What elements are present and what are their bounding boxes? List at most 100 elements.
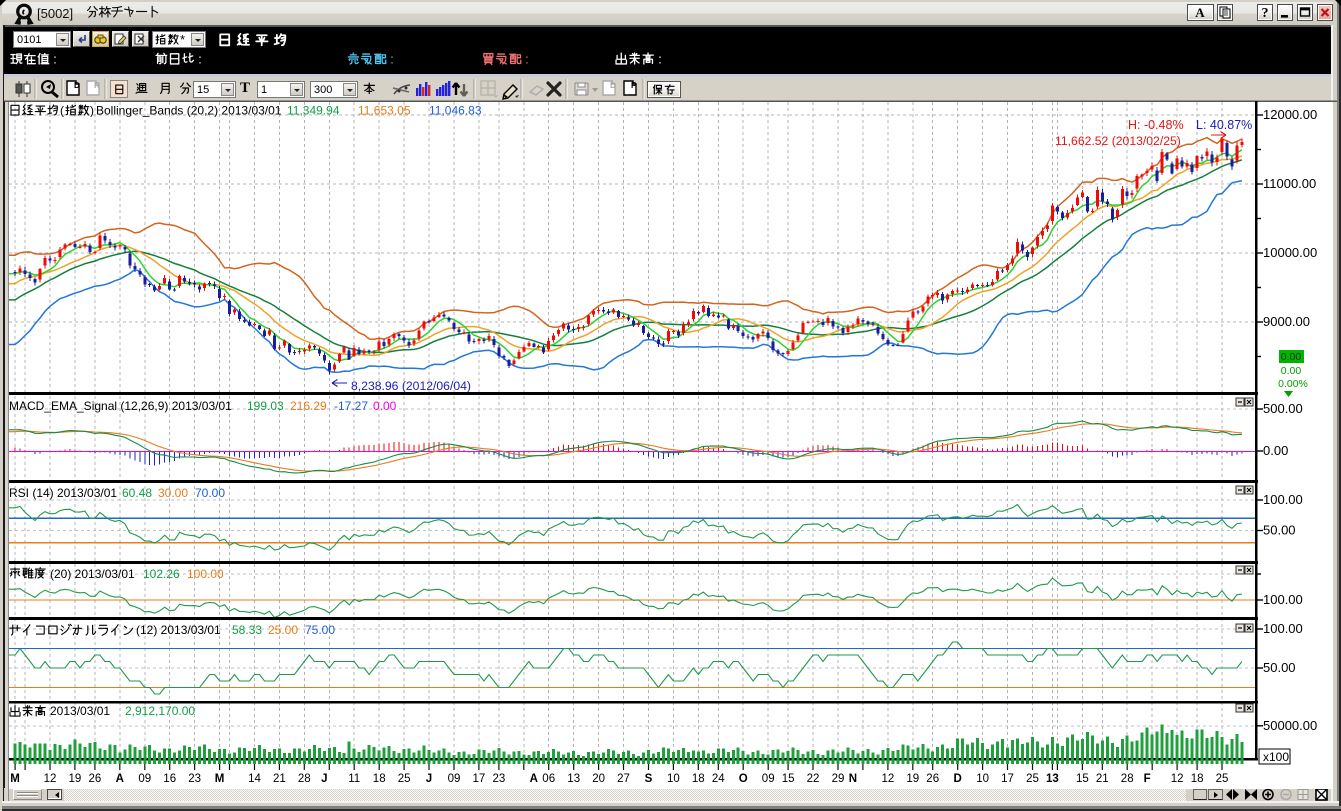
svg-text:19: 19 bbox=[69, 773, 82, 785]
svg-text:26: 26 bbox=[89, 773, 102, 785]
svg-text:100.00: 100.00 bbox=[1263, 621, 1303, 636]
svg-text:18: 18 bbox=[692, 773, 705, 785]
svg-text:75.00: 75.00 bbox=[305, 623, 335, 637]
svg-text:S: S bbox=[645, 773, 653, 785]
svg-text::: : bbox=[198, 53, 201, 67]
svg-text:199.03: 199.03 bbox=[247, 399, 284, 413]
svg-text:12: 12 bbox=[1171, 773, 1184, 785]
svg-text:23: 23 bbox=[188, 773, 201, 785]
svg-text:-17.27: -17.27 bbox=[334, 399, 368, 413]
svg-text:29: 29 bbox=[832, 773, 845, 785]
svg-text:L: 40.87%: L: 40.87% bbox=[1196, 118, 1252, 132]
svg-text:58.33: 58.33 bbox=[232, 623, 262, 637]
svg-text:50.00: 50.00 bbox=[1263, 523, 1296, 538]
svg-text:0.00: 0.00 bbox=[373, 399, 397, 413]
svg-text:11,653.05: 11,653.05 bbox=[358, 104, 411, 118]
svg-text:17: 17 bbox=[473, 773, 486, 785]
svg-text:19: 19 bbox=[906, 773, 919, 785]
svg-text:F: F bbox=[1144, 773, 1151, 785]
svg-text:A: A bbox=[530, 773, 538, 785]
svg-text:216.29: 216.29 bbox=[290, 399, 327, 413]
svg-text:15: 15 bbox=[1076, 773, 1089, 785]
svg-text:12000.00: 12000.00 bbox=[1263, 107, 1317, 122]
svg-text:09: 09 bbox=[762, 773, 775, 785]
svg-text:): ) bbox=[90, 104, 94, 118]
svg-text::: : bbox=[390, 53, 393, 67]
svg-text:8,238.96 (2012/06/04): 8,238.96 (2012/06/04) bbox=[351, 379, 471, 393]
svg-text:11000.00: 11000.00 bbox=[1263, 176, 1316, 191]
svg-text:0.00: 0.00 bbox=[1263, 443, 1288, 458]
svg-text:09: 09 bbox=[138, 773, 151, 785]
svg-text:A: A bbox=[116, 773, 124, 785]
svg-text:O: O bbox=[739, 773, 748, 785]
svg-text:0.00: 0.00 bbox=[1281, 365, 1302, 377]
svg-text:28: 28 bbox=[298, 773, 311, 785]
svg-text::: : bbox=[525, 53, 528, 67]
svg-text:D: D bbox=[954, 773, 962, 785]
svg-text:22: 22 bbox=[807, 773, 820, 785]
svg-text:Bollinger_Bands (20,2) 2013/03: Bollinger_Bands (20,2) 2013/03/01 bbox=[96, 104, 282, 118]
svg-text:25.00: 25.00 bbox=[268, 623, 298, 637]
svg-text:(: ( bbox=[60, 104, 64, 118]
svg-text:26: 26 bbox=[926, 773, 939, 785]
svg-text:09: 09 bbox=[448, 773, 461, 785]
svg-text:(12) 2013/03/01: (12) 2013/03/01 bbox=[136, 623, 221, 637]
svg-text:P: P bbox=[631, 81, 637, 90]
svg-text:50.00: 50.00 bbox=[1263, 660, 1296, 675]
svg-text:(20) 2013/03/01: (20) 2013/03/01 bbox=[50, 567, 135, 581]
svg-text:18: 18 bbox=[1191, 773, 1204, 785]
svg-text:25: 25 bbox=[398, 773, 411, 785]
svg-text:23: 23 bbox=[493, 773, 506, 785]
svg-text:14: 14 bbox=[248, 773, 261, 785]
svg-text:2013/03/01: 2013/03/01 bbox=[50, 704, 110, 718]
svg-text:15: 15 bbox=[782, 773, 795, 785]
svg-text:RSI (14) 2013/03/01: RSI (14) 2013/03/01 bbox=[9, 486, 117, 500]
svg-text:[5002]: [5002] bbox=[37, 6, 73, 21]
svg-text:27: 27 bbox=[617, 773, 630, 785]
svg-text:16: 16 bbox=[163, 773, 176, 785]
svg-text:12: 12 bbox=[44, 773, 57, 785]
svg-text:x100: x100 bbox=[1263, 750, 1289, 764]
svg-text:100.00: 100.00 bbox=[1263, 492, 1303, 507]
svg-text:25: 25 bbox=[1216, 773, 1229, 785]
svg-text:11,046.83: 11,046.83 bbox=[429, 104, 482, 118]
svg-text:D: D bbox=[74, 81, 80, 90]
svg-text:500.00: 500.00 bbox=[1263, 401, 1303, 416]
svg-text:102.26: 102.26 bbox=[143, 567, 180, 581]
svg-text:A: A bbox=[1195, 5, 1205, 20]
svg-text::: : bbox=[658, 53, 661, 67]
svg-text:28: 28 bbox=[1121, 773, 1134, 785]
svg-text:20: 20 bbox=[592, 773, 605, 785]
svg-text:13: 13 bbox=[567, 773, 580, 785]
svg-text:N: N bbox=[849, 773, 857, 785]
svg-text:70.00: 70.00 bbox=[195, 486, 225, 500]
svg-text:R: R bbox=[94, 81, 100, 90]
svg-text:30.00: 30.00 bbox=[158, 486, 188, 500]
svg-text:13: 13 bbox=[1046, 773, 1059, 785]
svg-text:0.00%: 0.00% bbox=[1278, 378, 1308, 390]
svg-text:11,349.94: 11,349.94 bbox=[287, 104, 340, 118]
svg-text::: : bbox=[53, 53, 56, 67]
svg-text:10: 10 bbox=[976, 773, 989, 785]
svg-text:24: 24 bbox=[712, 773, 725, 785]
svg-text:21: 21 bbox=[273, 773, 286, 785]
svg-text:50000.00: 50000.00 bbox=[1263, 718, 1317, 733]
svg-text:J: J bbox=[426, 773, 432, 785]
svg-text:60.48: 60.48 bbox=[122, 486, 152, 500]
svg-text:25: 25 bbox=[1026, 773, 1039, 785]
svg-text:17: 17 bbox=[1001, 773, 1014, 785]
svg-text:11,662.52 (2013/02/25): 11,662.52 (2013/02/25) bbox=[1055, 134, 1181, 148]
svg-text:9000.00: 9000.00 bbox=[1263, 314, 1310, 329]
svg-text:MACD_EMA_Signal (12,26,9) 2013: MACD_EMA_Signal (12,26,9) 2013/03/01 bbox=[9, 399, 232, 413]
svg-text:11: 11 bbox=[348, 773, 360, 785]
svg-text:D: D bbox=[610, 81, 616, 90]
svg-text:J: J bbox=[321, 773, 327, 785]
svg-text:12: 12 bbox=[882, 773, 895, 785]
svg-text:100.00: 100.00 bbox=[187, 567, 224, 581]
svg-text:10: 10 bbox=[667, 773, 680, 785]
svg-text:H: -0.48%: H: -0.48% bbox=[1128, 118, 1184, 132]
svg-text:0.00: 0.00 bbox=[1281, 351, 1302, 363]
svg-text:?: ? bbox=[1262, 6, 1269, 20]
svg-text:2,912,170.00: 2,912,170.00 bbox=[125, 704, 195, 718]
svg-text:M: M bbox=[215, 773, 225, 785]
